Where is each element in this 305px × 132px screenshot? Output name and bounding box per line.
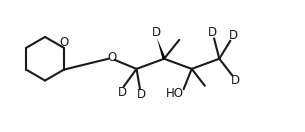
Text: O: O (107, 51, 117, 64)
Text: D: D (151, 25, 160, 39)
Text: HO: HO (166, 87, 184, 100)
Polygon shape (157, 38, 166, 59)
Text: D: D (231, 74, 240, 87)
Text: D: D (117, 86, 127, 99)
Text: D: D (137, 88, 146, 101)
Text: D: D (229, 29, 239, 42)
Text: D: D (208, 26, 217, 39)
Text: O: O (59, 36, 69, 49)
